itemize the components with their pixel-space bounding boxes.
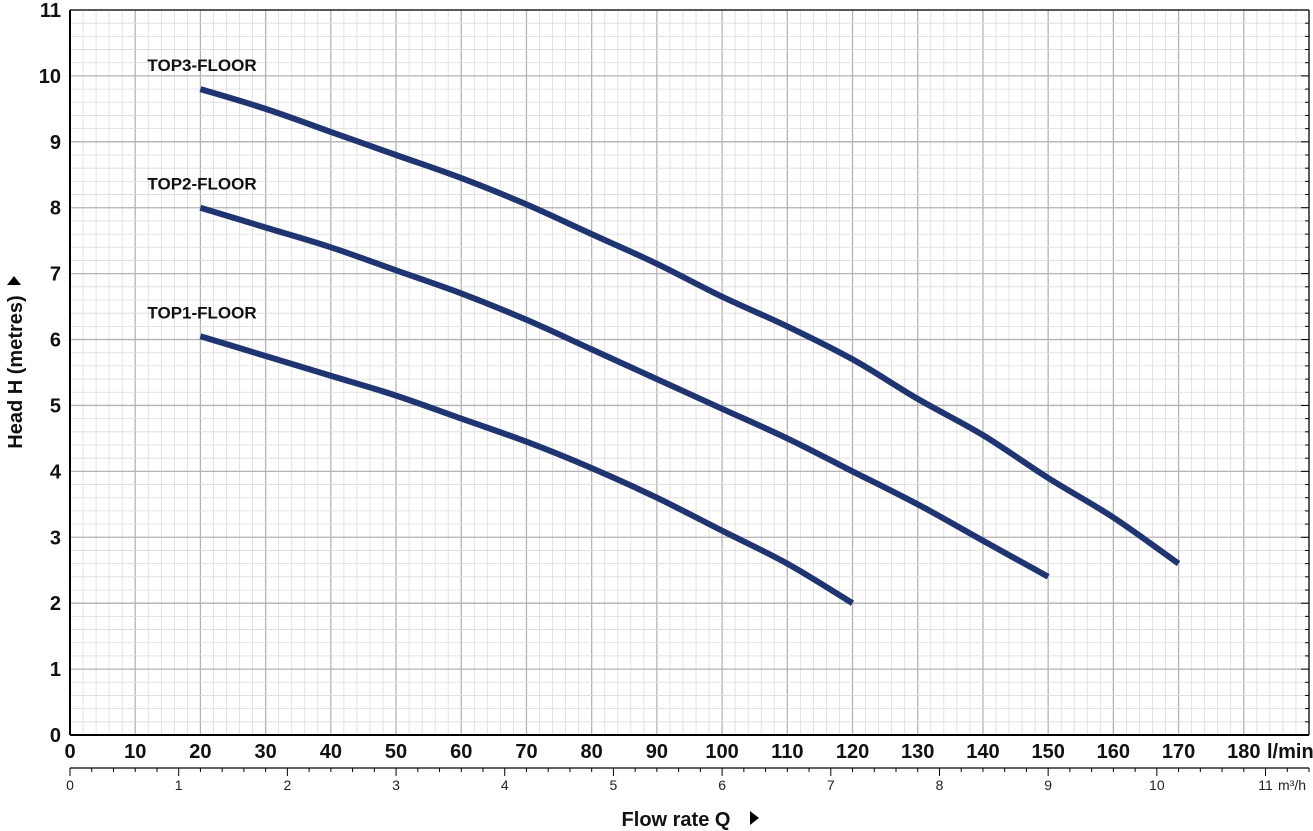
series-line-top3-floor (199, 86, 1181, 567)
x-tick-label: 30 (255, 741, 277, 763)
secondary-tick-label: 0 (66, 777, 74, 793)
axes (69, 9, 1310, 776)
secondary-tick-label: 8 (936, 777, 944, 793)
x-tick-label: 140 (966, 741, 999, 763)
x-tick-label: 80 (581, 741, 603, 763)
y-tick-label: 5 (50, 395, 61, 417)
series-lines (199, 86, 1181, 606)
x-tick-label: 180 (1227, 741, 1260, 763)
y-tick-label: 8 (50, 198, 61, 220)
x-tick-label: 170 (1162, 741, 1195, 763)
x-axis-title: Flow rate Q (622, 809, 731, 831)
x-tick-label: 70 (515, 741, 537, 763)
secondary-tick-label: 2 (283, 777, 291, 793)
y-axis-title: Head H (metres) (5, 295, 27, 448)
x-tick-label: 160 (1097, 741, 1130, 763)
series-label-top2-floor: TOP2-FLOOR (147, 175, 256, 194)
x-tick-label: 100 (705, 741, 738, 763)
series-label-top1-floor: TOP1-FLOOR (147, 303, 256, 322)
x-axis-arrow-icon (750, 811, 759, 825)
y-tick-label: 6 (50, 330, 61, 352)
x-tick-label: 20 (189, 741, 211, 763)
y-tick-label: 10 (39, 66, 61, 88)
y-tick-label: 7 (50, 264, 61, 286)
secondary-unit-label: m³/h (1278, 777, 1306, 793)
series-line-top2-floor (199, 204, 1050, 580)
secondary-tick-label: 3 (392, 777, 400, 793)
y-tick-label: 2 (50, 593, 61, 615)
y-axis-arrow-icon (7, 276, 21, 285)
series-label-top3-floor: TOP3-FLOOR (147, 56, 256, 75)
y-tick-label: 4 (50, 461, 62, 483)
grid (69, 9, 1310, 736)
y-tick-label: 9 (50, 132, 61, 154)
x-tick-label: 110 (771, 741, 803, 763)
x-tick-label: 60 (450, 741, 472, 763)
x-tick-label: 50 (385, 741, 407, 763)
x-tick-label: 0 (64, 741, 75, 763)
secondary-tick-label: 6 (718, 777, 726, 793)
y-tick-label: 3 (50, 527, 61, 549)
secondary-tick-label: 1 (175, 777, 183, 793)
x-tick-label: 130 (901, 741, 934, 763)
secondary-tick-label: 7 (827, 777, 835, 793)
x-unit-label: l/min (1267, 741, 1313, 763)
x-tick-label: 10 (124, 741, 146, 763)
y-tick-label: 0 (50, 725, 61, 747)
x-tick-label: 150 (1031, 741, 1064, 763)
secondary-tick-label: 5 (610, 777, 618, 793)
x-tick-label: 90 (646, 741, 668, 763)
series-line-top1-floor (199, 333, 855, 606)
secondary-tick-label: 10 (1149, 777, 1165, 793)
secondary-tick-label: 11 (1258, 777, 1273, 793)
secondary-tick-label: 4 (501, 777, 509, 793)
x-tick-label: 40 (320, 741, 342, 763)
y-tick-label: 1 (50, 659, 61, 681)
x-tick-label: 120 (836, 741, 869, 763)
y-tick-label: 11 (40, 0, 61, 22)
plot-background (70, 10, 1309, 735)
secondary-tick-label: 9 (1044, 777, 1052, 793)
